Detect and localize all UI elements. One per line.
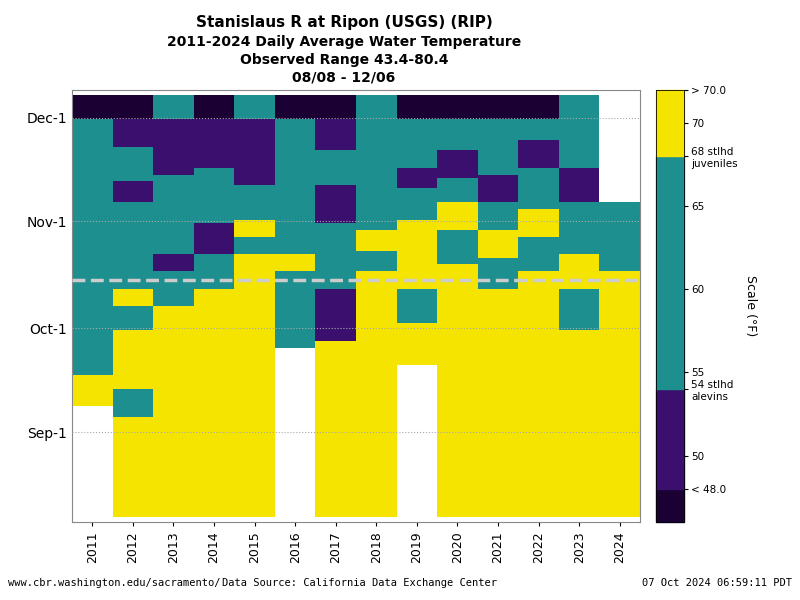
Y-axis label: Scale (°F): Scale (°F) bbox=[744, 275, 757, 337]
Bar bbox=[656, 489, 684, 522]
Text: 07 Oct 2024 06:59:11 PDT: 07 Oct 2024 06:59:11 PDT bbox=[642, 578, 792, 588]
Bar bbox=[656, 157, 684, 389]
Text: 2011-2024 Daily Average Water Temperature: 2011-2024 Daily Average Water Temperatur… bbox=[167, 35, 521, 49]
Bar bbox=[656, 389, 684, 489]
Text: Data Source: California Data Exchange Center: Data Source: California Data Exchange Ce… bbox=[222, 578, 498, 588]
Text: www.cbr.washington.edu/sacramento/: www.cbr.washington.edu/sacramento/ bbox=[8, 578, 221, 588]
Text: Stanislaus R at Ripon (USGS) (RIP): Stanislaus R at Ripon (USGS) (RIP) bbox=[196, 15, 492, 30]
Bar bbox=[656, 90, 684, 157]
Text: 08/08 - 12/06: 08/08 - 12/06 bbox=[292, 71, 396, 85]
Text: Observed Range 43.4-80.4: Observed Range 43.4-80.4 bbox=[240, 53, 448, 67]
